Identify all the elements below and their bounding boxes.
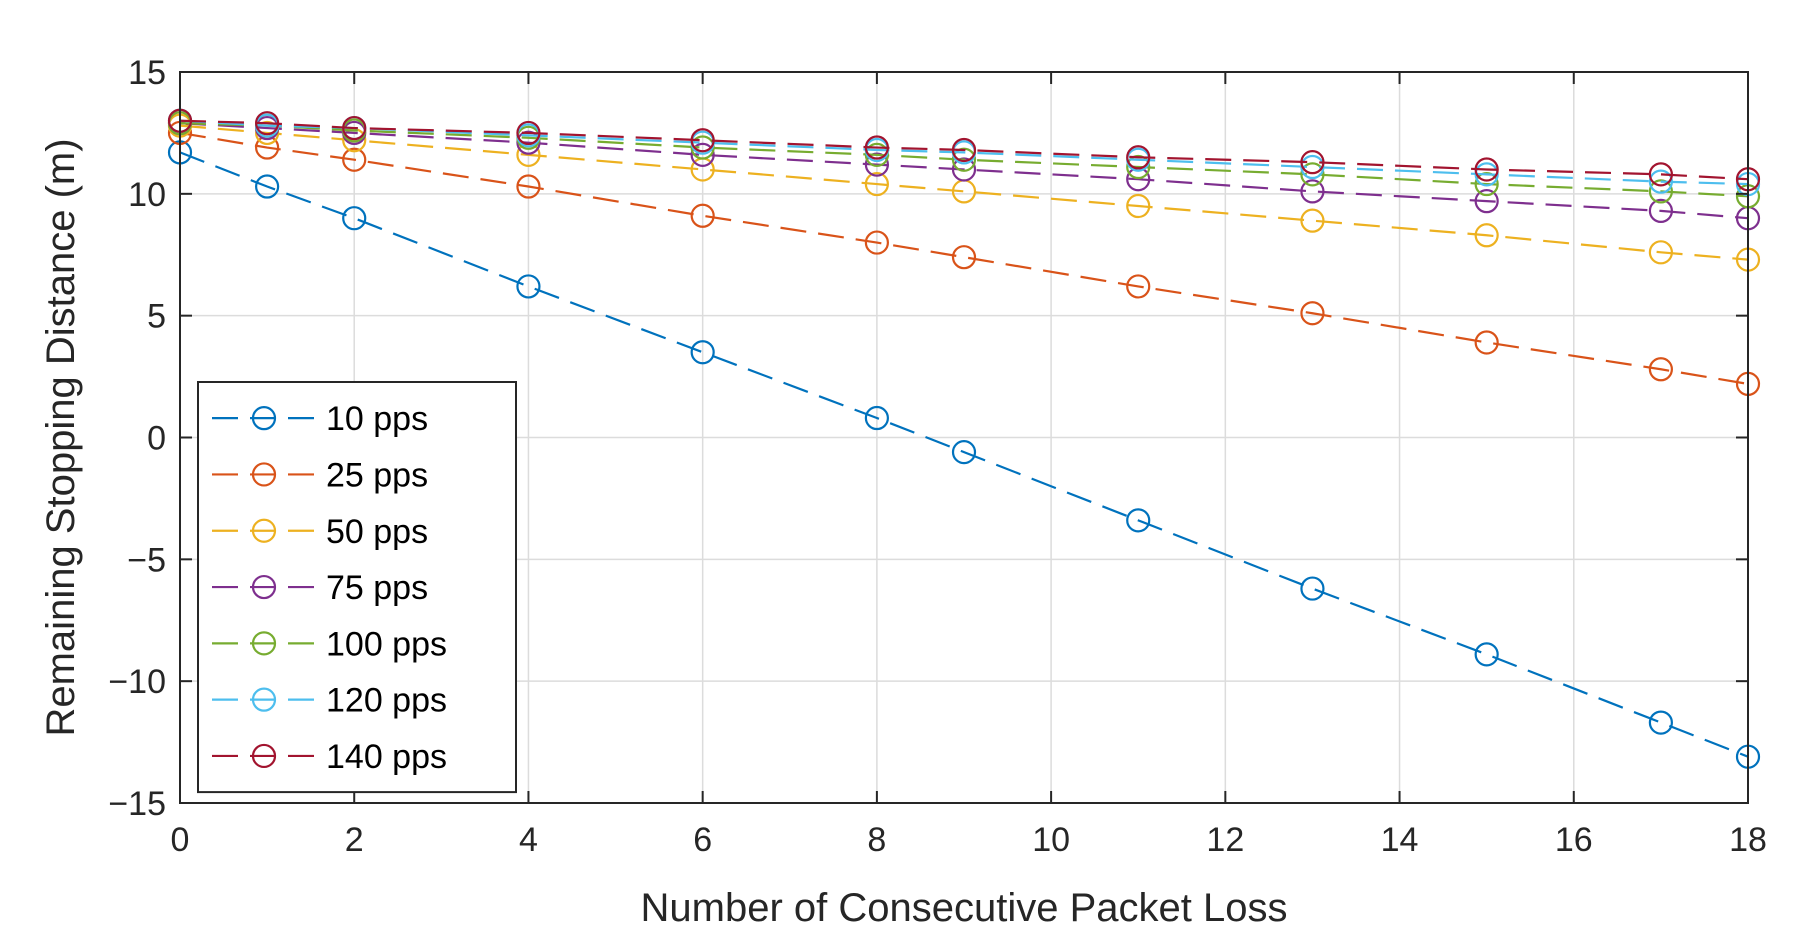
x-tick-label: 8 [867, 821, 886, 859]
data-point-140-pps [516, 120, 541, 146]
legend-marker [251, 462, 277, 487]
data-point-75-pps [951, 157, 977, 182]
data-point-10-pps [864, 405, 889, 431]
data-point-50-pps [1474, 223, 1499, 248]
x-tick-label: 6 [693, 821, 712, 859]
legend-label: 10 pps [326, 400, 428, 438]
x-tick-label: 12 [1206, 821, 1244, 859]
legend-entry-75-pps: 75 pps [212, 569, 428, 607]
data-point-10-pps [1474, 642, 1499, 667]
x-tick-label: 4 [519, 821, 538, 859]
data-point-140-pps [1126, 145, 1151, 170]
data-point-25-pps [342, 147, 367, 172]
series-line-75-pps [179, 122, 1749, 220]
axis-ticks: 0 2 4 6 8 10 12 14 16 18 −15 −10 −5 0 5 10 15 [108, 54, 1767, 859]
data-point-25-pps [1126, 274, 1151, 299]
legend-label: 25 pps [326, 456, 428, 494]
series-line-50-pps [179, 124, 1749, 261]
legend-marker [251, 574, 277, 600]
series-line-25-pps [179, 131, 1749, 385]
data-point-75-pps [1474, 189, 1499, 214]
x-tick-label: 18 [1729, 821, 1767, 859]
data-point-10-pps [951, 440, 977, 465]
y-tick-label: 5 [147, 298, 166, 336]
data-point-25-pps [1300, 301, 1325, 326]
y-tick-label: −10 [108, 663, 166, 701]
legend-label: 100 pps [326, 625, 447, 663]
x-axis-label: Number of Consecutive Packet Loss [641, 886, 1288, 930]
data-point-100-pps [1300, 162, 1325, 187]
legend-entry-100-pps: 100 pps [212, 625, 447, 663]
legend-entry-50-pps: 50 pps [212, 513, 428, 551]
y-tick-label: 0 [147, 420, 166, 458]
legend-entry-10-pps: 10 pps [212, 400, 428, 438]
data-point-140-pps [255, 111, 280, 136]
legend-label: 140 pps [326, 738, 447, 776]
data-point-50-pps [1300, 208, 1325, 233]
x-tick-label: 0 [171, 821, 190, 859]
x-tick-label: 14 [1381, 821, 1419, 859]
data-point-50-pps [342, 128, 367, 153]
data-point-120-pps [1648, 169, 1673, 194]
data-point-75-pps [1648, 198, 1673, 223]
x-tick-label: 16 [1555, 821, 1593, 859]
legend-label: 75 pps [326, 569, 428, 607]
data-point-140-pps [1474, 157, 1499, 182]
data-point-75-pps [864, 152, 889, 177]
data-point-10-pps [255, 174, 280, 199]
legend-marker [251, 687, 277, 712]
legend-label: 50 pps [326, 513, 428, 551]
data-point-25-pps [690, 203, 715, 228]
x-tick-label: 10 [1032, 821, 1070, 859]
data-point-25-pps [516, 174, 541, 199]
data-point-140-pps [1300, 150, 1325, 175]
data-point-10-pps [342, 206, 367, 231]
data-point-140-pps [951, 137, 977, 163]
data-point-10-pps [1648, 710, 1673, 735]
data-point-100-pps [1126, 154, 1151, 180]
legend-label: 120 pps [326, 682, 447, 720]
legend-marker [251, 743, 277, 769]
data-point-10-pps [1300, 576, 1325, 601]
data-point-10-pps [1126, 508, 1151, 533]
x-tick-label: 2 [345, 821, 364, 859]
data-point-100-pps [1648, 179, 1673, 204]
data-point-25-pps [1648, 357, 1673, 382]
data-point-50-pps [864, 171, 889, 197]
data-point-75-pps [1300, 179, 1325, 204]
legend: 10 pps 25 pps 50 pps 75 pps 100 pps 120 pps 14… [197, 381, 517, 794]
legend-marker [251, 406, 277, 431]
series-line-100-pps [179, 122, 1749, 198]
data-point-25-pps [1474, 330, 1499, 355]
data-point-25-pps [951, 245, 977, 270]
y-axis-label: Remaining Stopping Distance (m) [39, 138, 83, 736]
y-tick-label: −5 [127, 541, 166, 579]
series-25-pps [167, 120, 1761, 396]
legend-marker [251, 518, 277, 543]
data-point-140-pps [864, 135, 889, 160]
data-point-75-pps [690, 142, 715, 167]
series-line-10-pps [179, 151, 1749, 758]
data-point-140-pps [342, 115, 367, 141]
data-point-10-pps [516, 274, 541, 299]
series-line-140-pps [179, 119, 1749, 181]
data-point-140-pps [690, 128, 715, 153]
legend-entry-140-pps: 140 pps [212, 738, 447, 776]
data-point-100-pps [951, 147, 977, 172]
data-point-25-pps [864, 230, 889, 255]
y-tick-label: −15 [108, 785, 166, 823]
legend-marker [251, 631, 277, 656]
data-point-10-pps [690, 340, 715, 365]
legend-entry-25-pps: 25 pps [212, 456, 428, 494]
data-point-50-pps [1126, 193, 1151, 219]
legend-box [197, 381, 517, 794]
data-point-50-pps [1648, 240, 1673, 265]
data-point-100-pps [1474, 171, 1499, 197]
legend-entry-120-pps: 120 pps [212, 682, 447, 720]
y-tick-label: 10 [128, 176, 166, 214]
data-point-140-pps [1648, 162, 1673, 187]
y-tick-label: 15 [128, 54, 166, 92]
